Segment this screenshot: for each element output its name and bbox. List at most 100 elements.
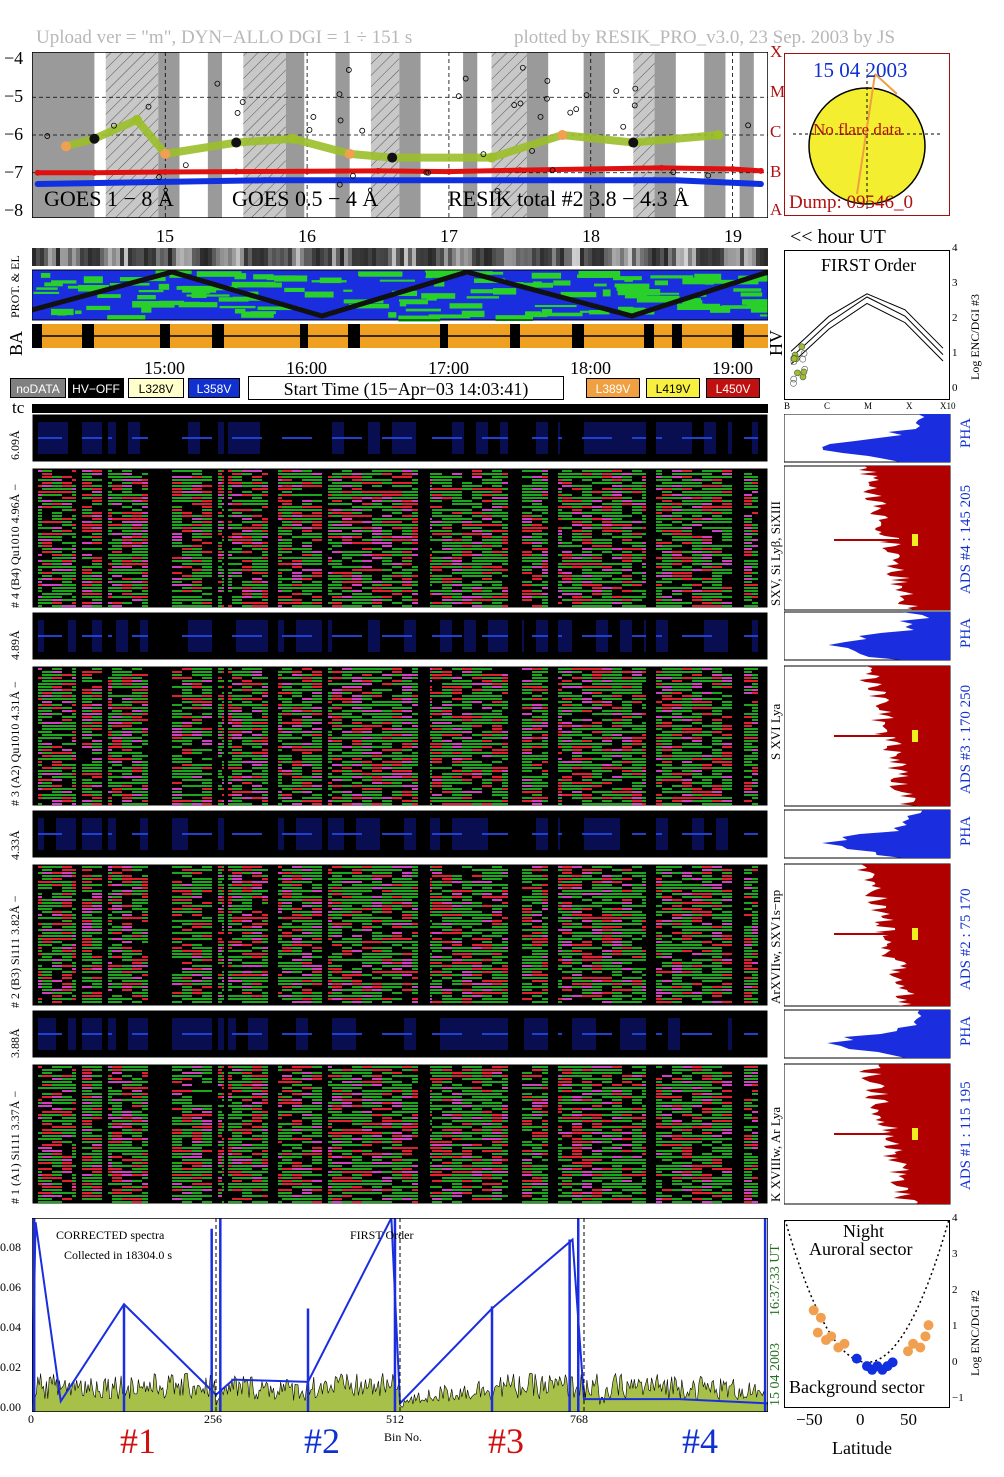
spectrogram-pixel: [402, 509, 412, 511]
spectrogram-pixel: [592, 524, 602, 526]
spectrogram-pixel: [122, 542, 132, 544]
spectrogram-pixel: [692, 566, 702, 568]
spectrogram-pixel: [702, 506, 712, 508]
spectrogram-pixel: [392, 605, 402, 607]
spectrogram-pixel: [362, 695, 372, 697]
spectrogram-pixel: [572, 677, 582, 679]
spectrogram-pixel: [172, 521, 182, 523]
spectrogram-pixel: [702, 536, 712, 538]
elevation-strip: [440, 248, 444, 266]
resik-outlier: [517, 100, 524, 107]
spectrogram-pixel: [192, 593, 202, 595]
spectrogram-pixel: [632, 668, 642, 670]
spectrogram-pixel: [662, 479, 672, 481]
spectrogram-pixel: [532, 476, 542, 478]
spectrogram-pixel: [252, 491, 262, 493]
spectrogram-pixel: [182, 545, 192, 547]
spectrogram-pixel: [352, 488, 362, 490]
spectrogram-pixel: [492, 473, 502, 475]
spectrogram-pixel: [662, 605, 672, 607]
spectrogram-pixel: [532, 482, 542, 484]
particle-green: [349, 303, 390, 309]
spectrogram-pixel: [672, 527, 682, 529]
spectrogram-pixel: [332, 488, 342, 490]
spectrogram-pixel: [382, 575, 392, 577]
spectrogram-pixel: [702, 500, 712, 502]
spectrogram-pixel: [382, 470, 392, 472]
spectrogram-pixel: [562, 677, 572, 679]
spectrogram-pixel: [382, 560, 392, 562]
spectrogram-pixel: [112, 587, 122, 589]
spectrogram-pixel: [572, 683, 582, 685]
elevation-strip: [32, 248, 36, 266]
spectrogram-pixel: [672, 482, 682, 484]
spectrogram-pixel: [612, 596, 622, 598]
spectrogram-pixel: [122, 506, 132, 508]
spectrogram-pixel: [402, 530, 412, 532]
spectrogram-pixel: [522, 668, 532, 670]
spectrogram-pixel: [522, 551, 532, 553]
spectrogram-pixel: [42, 527, 52, 529]
spectrogram-pixel: [402, 560, 412, 562]
spectrogram-pixel: [342, 692, 352, 694]
spectrogram-pixel: [532, 497, 542, 499]
spectrogram-pixel: [302, 581, 312, 583]
spectrogram-pixel: [572, 704, 582, 706]
spectrogram-pixel: [672, 533, 682, 535]
spectrogram-pixel: [582, 554, 592, 556]
spectrogram-pixel: [602, 557, 612, 559]
spectrogram-pixel: [472, 596, 482, 598]
spectrogram-pixel: [492, 530, 502, 532]
spectrogram-pixel: [572, 485, 582, 487]
spectrogram-pixel: [702, 692, 712, 694]
spectrogram-pixel: [462, 701, 472, 703]
elevation-strip: [40, 248, 44, 266]
spectrogram-pixel: [692, 476, 702, 478]
elevation-strip: [380, 248, 384, 266]
spectrogram-pixel: [262, 551, 272, 553]
spectrogram-pixel: [662, 545, 672, 547]
spectrogram-pixel: [672, 554, 682, 556]
elevation-strip: [356, 248, 360, 266]
spectrogram-pixel: [672, 599, 682, 601]
spectrogram-pixel: [392, 509, 402, 511]
spectrogram-pixel: [492, 569, 502, 571]
spectrogram-pixel: [582, 578, 592, 580]
spectrogram-pixel: [112, 686, 122, 688]
spectrogram-pixel: [282, 581, 292, 583]
spectrogram-pixel: [172, 536, 182, 538]
pha-pixel: [116, 620, 128, 652]
spectrogram-pixel: [182, 497, 192, 499]
spectrogram-pixel: [722, 503, 732, 505]
spectrogram-pixel: [112, 569, 122, 571]
spectrogram-pixel: [522, 497, 532, 499]
spectrogram-pixel: [392, 533, 402, 535]
orbit-track: [32, 269, 768, 319]
spectrogram-pixel: [702, 551, 712, 553]
spectrogram-pixel: [752, 668, 762, 670]
spectrogram-pixel: [652, 686, 662, 688]
spectrogram-pixel: [252, 473, 262, 475]
spectrogram-pixel: [372, 674, 382, 676]
spectrogram-pixel: [492, 518, 502, 520]
spectrogram-pixel: [202, 578, 212, 580]
spectrogram-pixel: [452, 545, 462, 547]
spectrogram-pixel: [352, 584, 362, 586]
spectrogram-gap: [212, 414, 218, 462]
spectrogram-pixel: [412, 485, 422, 487]
spectrogram-pixel: [572, 695, 582, 697]
elevation-strip: [684, 248, 688, 266]
spectrogram-pixel: [252, 500, 262, 502]
spectrogram-pixel: [62, 590, 72, 592]
spectrogram-pixel: [62, 509, 72, 511]
spectrogram-pixel: [652, 584, 662, 586]
spectrogram-pixel: [612, 605, 622, 607]
spectrogram-pixel: [332, 572, 342, 574]
spectrogram-pixel: [562, 599, 572, 601]
spectrogram-pixel: [522, 518, 532, 520]
spectrogram-pixel: [112, 548, 122, 550]
spectrogram-pixel: [302, 515, 312, 517]
spectrogram-pixel: [442, 668, 452, 670]
spectrogram-pixel: [242, 698, 252, 700]
spectrogram-pixel: [382, 515, 392, 517]
